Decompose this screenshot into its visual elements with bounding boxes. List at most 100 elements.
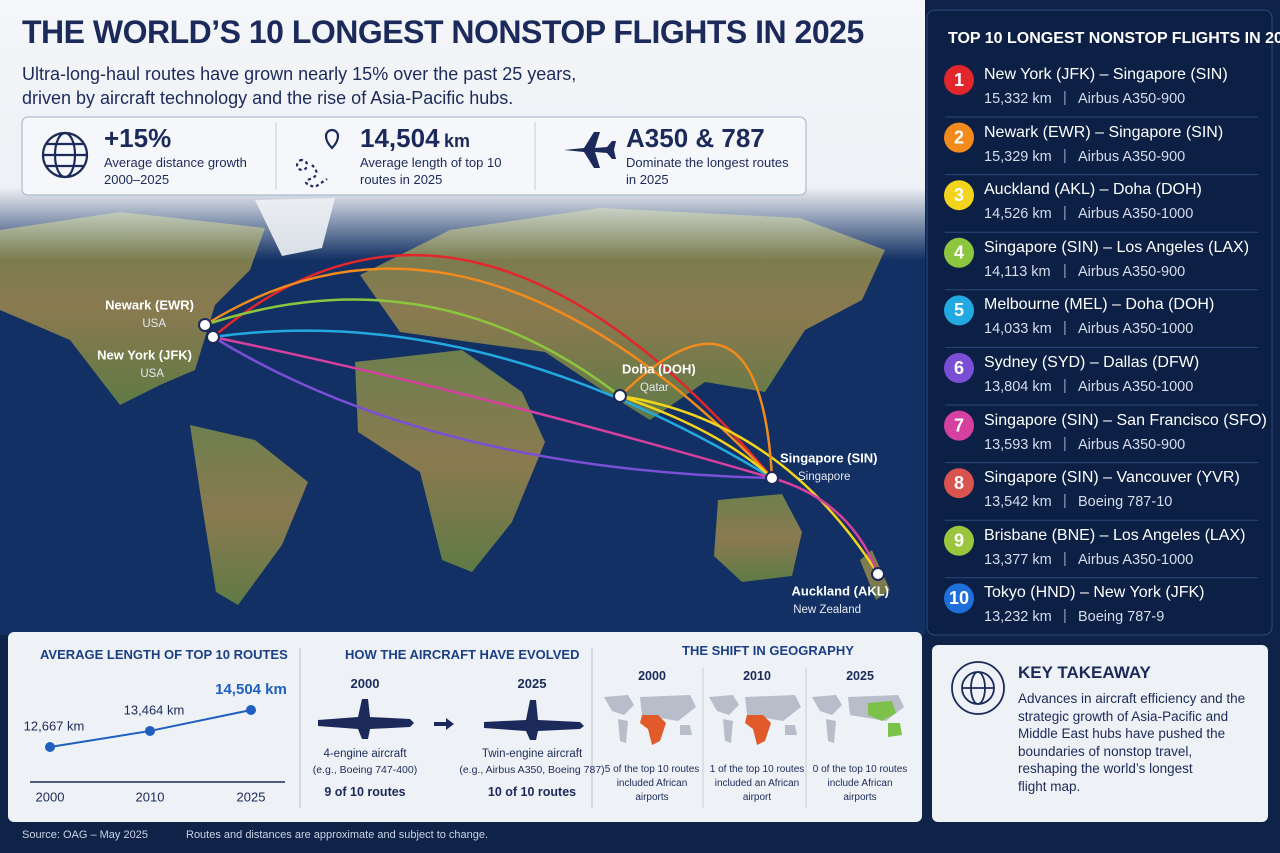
route-name: Auckland (AKL) – Doha (DOH) <box>984 181 1202 199</box>
city-name: New York (JFK) <box>97 347 192 362</box>
source: Source: OAG – May 2025 <box>22 829 148 841</box>
stat-label-line: routes in 2025 <box>360 172 443 187</box>
separator: | <box>1063 205 1067 222</box>
separator: | <box>1063 90 1067 106</box>
subtitle: Ultra-long-haul routes have grown nearly… <box>22 62 576 110</box>
section-title: HOW THE AIRCRAFT HAVE EVOLVED <box>345 647 580 662</box>
aircraft-type: 4-engine aircraft <box>323 748 407 760</box>
route-name: Singapore (SIN) – San Francisco (SFO) <box>984 411 1267 429</box>
takeaway-text: Advances in aircraft efficiency and the s… <box>1018 690 1245 795</box>
route-arc <box>212 335 773 480</box>
takeaway-icon <box>951 661 1005 715</box>
city-country: Qatar <box>640 382 669 394</box>
separator: | <box>1063 262 1067 279</box>
bottom-panel <box>8 632 922 822</box>
stat: +15% Average distance growth 2000–2025 <box>104 123 247 188</box>
geo-caption: included an African <box>714 778 800 789</box>
subtitle-line: driven by aircraft technology and the ri… <box>22 88 514 108</box>
city-country: USA <box>140 368 164 380</box>
route-aircraft: Airbus A350-1000 <box>1078 551 1194 568</box>
geography-maps <box>604 668 904 808</box>
takeaway-title: KEY TAKEAWAY <box>1018 663 1151 682</box>
geo-caption: airport <box>742 792 772 803</box>
stat-icons <box>41 128 340 189</box>
route-distance: 15,332 km <box>984 91 1052 107</box>
takeaway-line: Middle East hubs have pushed the <box>1018 726 1226 741</box>
route-name: Singapore (SIN) – Los Angeles (LAX) <box>984 238 1250 256</box>
mini-continent <box>709 695 801 743</box>
route-aircraft: Airbus A350-1000 <box>1078 379 1194 395</box>
stat: 14,504 km Average length of top 10 routes… <box>360 123 501 188</box>
value-label: 13,464 km <box>124 702 185 717</box>
separator: | <box>1063 147 1067 164</box>
geo-caption: airports <box>843 792 877 803</box>
aircraft-count: 9 of 10 routes <box>324 785 406 799</box>
takeaway-line: strategic growth of Asia-Pacific and <box>1018 708 1229 724</box>
city-marker <box>206 330 220 344</box>
takeaway-line: reshaping the world’s longest <box>1018 761 1193 776</box>
takeaway-line: Advances in aircraft efficiency and the <box>1018 691 1246 706</box>
rank-badge <box>944 65 974 95</box>
section-title: AVERAGE LENGTH OF TOP 10 ROUTES <box>40 647 288 662</box>
x-label: 2010 <box>136 789 165 804</box>
route-distance: 14,113 km <box>984 263 1051 280</box>
geo-year: 2000 <box>638 669 666 683</box>
geo-year: 2025 <box>846 669 874 683</box>
section-title: THE SHIFT IN GEOGRAPHY <box>682 643 854 658</box>
rank-number: 8 <box>954 473 964 493</box>
stat-label: Average length of top 10 routes in 2025 <box>360 154 501 188</box>
aircraft-icons <box>318 699 584 740</box>
rank-badges: 1 2 3 4 5 6 7 8 9 10 <box>944 65 1258 614</box>
city-marker <box>765 471 779 485</box>
route-distance: 13,804 km <box>984 379 1052 395</box>
geo-caption: 0 of the top 10 routes <box>812 764 908 775</box>
route-distance: 13,377 km <box>984 551 1052 568</box>
rank-number: 9 <box>954 531 964 551</box>
stat-label-line: Average length of top 10 <box>360 155 502 170</box>
geo-caption: 1 of the top 10 routes <box>709 764 805 775</box>
city-name: Singapore (SIN) <box>780 450 878 465</box>
route-distance: 13,232 km <box>984 609 1052 626</box>
stat-value: 14,504 <box>360 123 440 153</box>
rank-number: 3 <box>954 185 964 205</box>
takeaway-line: flight map. <box>1018 778 1081 794</box>
route-aircraft: Airbus A350-900 <box>1078 91 1186 107</box>
city-marker <box>613 389 627 403</box>
stat-label-line: 2000–2025 <box>104 172 170 187</box>
geo-year: 2010 <box>743 669 771 683</box>
separator: | <box>1063 550 1067 567</box>
route-name: Newark (EWR) – Singapore (SIN) <box>984 123 1224 141</box>
rank-badge <box>944 468 974 499</box>
route-name: Brisbane (BNE) – Los Angeles (LAX) <box>984 526 1246 544</box>
stat-label: Average distance growth 2000–2025 <box>104 154 247 188</box>
route-distance: 13,542 km <box>984 494 1052 511</box>
plane-icon <box>564 132 616 168</box>
mini-highlight <box>868 701 902 737</box>
rank-number: 7 <box>954 415 964 435</box>
city-markers: Newark (EWR) USA New York (JFK) USA Doha (DO… <box>97 297 889 616</box>
aircraft-year: 2025 <box>517 676 547 691</box>
note: Routes and distances are approximate and… <box>186 829 489 841</box>
takeaway-panel <box>932 645 1268 822</box>
route-distance: 13,593 km <box>984 436 1052 453</box>
value-label: 14,504 km <box>215 681 287 698</box>
city-marker <box>198 318 212 332</box>
city-name: Auckland (AKL) <box>792 583 890 598</box>
aircraft-example: (e.g., Airbus A350, Boeing 787) <box>459 764 605 776</box>
ranking-panel <box>926 9 1273 636</box>
separator: | <box>1063 320 1067 337</box>
rank-badge <box>944 295 974 326</box>
rank-number: 5 <box>954 300 964 320</box>
rank-number: 2 <box>954 127 964 147</box>
mini-highlight <box>640 715 666 745</box>
rank-number: 10 <box>949 588 969 608</box>
stat-label-line: in 2025 <box>626 172 669 187</box>
city-name: Doha (DOH) <box>622 361 696 376</box>
city-country: Singapore <box>798 471 850 483</box>
ranking-title: TOP 10 LONGEST NONSTOP FLIGHTS IN 2025 <box>948 30 1280 47</box>
rank-badge <box>944 353 974 383</box>
route-name: Singapore (SIN) – Vancouver (YVR) <box>984 469 1240 487</box>
rank-number: 6 <box>954 358 964 378</box>
separator: | <box>1063 378 1067 394</box>
